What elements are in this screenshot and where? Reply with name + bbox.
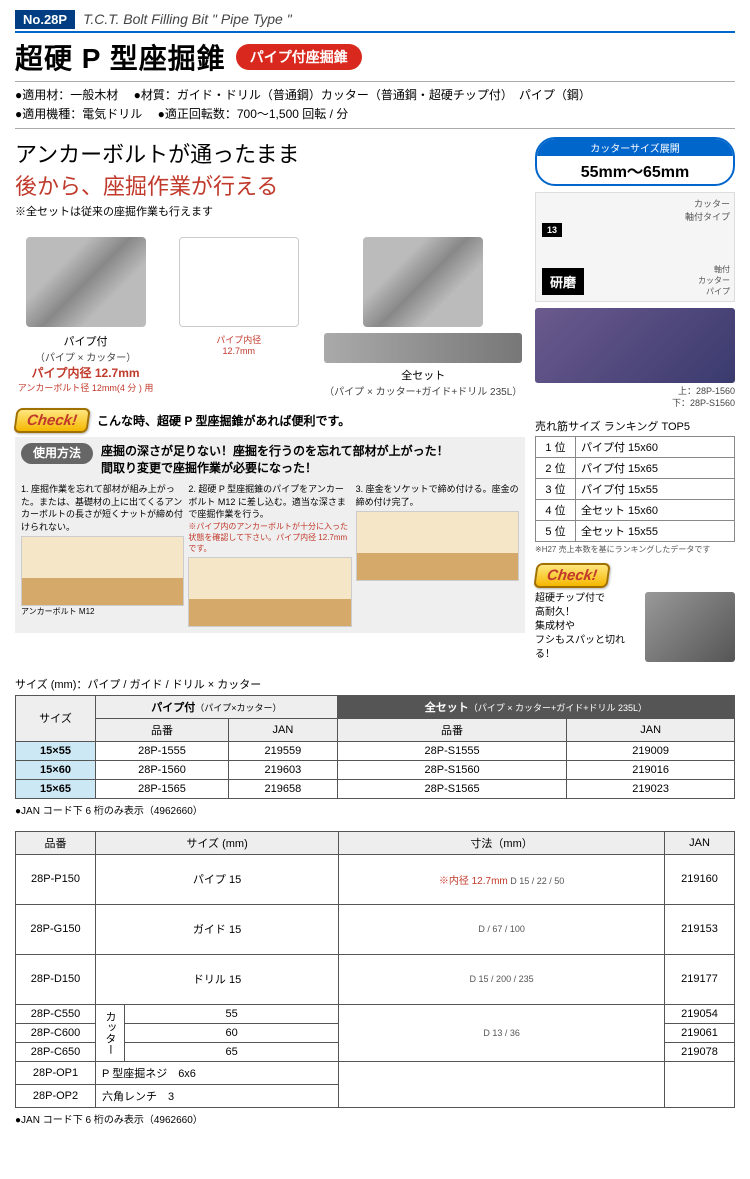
cutter-range-value: 55mm～65mm — [537, 156, 733, 184]
usage-step-1-text: 1. 座掘作業を忘れて部材が組み上がった。または、基礎材の上に出てくるアンカーボ… — [21, 483, 184, 533]
product-images: パイプ付 （パイプ × カッター） パイプ内径 12.7mm アンカーボルト径 … — [15, 237, 525, 398]
spec-composition: 材質：ガイド・ドリル（普通鋼）カッター（普通鋼・超硬チップ付） パイプ（鋼） — [134, 88, 591, 102]
product-pipe-sub: （パイプ × カッター） — [18, 349, 154, 364]
spec-rpm: 適正回転数：700～1,500 回転 / 分 — [158, 107, 349, 121]
usage-step-2-text: 2. 超硬 P 型座掘錐のパイプをアンカーボルト M12 に差し込む。適当な深さ… — [188, 483, 351, 521]
product-fullset: 全セット （パイプ × カッター+ガイド+ドリル 235L） — [324, 237, 522, 398]
product-fullset-name: 全セット — [324, 367, 522, 383]
size-table-header: サイズ (mm)：パイプ / ガイド / ドリル × カッター — [15, 676, 735, 692]
product-pipe: パイプ付 （パイプ × カッター） パイプ内径 12.7mm アンカーボルト径 … — [18, 237, 154, 398]
ranking-row: 3 位パイプ付 15x55 — [536, 478, 735, 499]
product-no: No.28P — [15, 10, 75, 29]
size-table: サイズ パイプ付（パイプ×カッター） 全セット（パイプ × カッター+ガイド+ド… — [15, 695, 735, 799]
option-row: 28P-OP1P 型座掘ネジ 6x6 — [16, 1061, 735, 1084]
product-diagram-image — [179, 237, 299, 327]
title-row: 超硬 P 型座掘錐 パイプ付座掘錐 — [15, 37, 735, 77]
usage-box: 使用方法 座掘の深さが足りない！座掘を行うのを忘れて部材が上がった！ 間取り変更… — [15, 437, 525, 633]
ranking-row: 4 位全セット 15x60 — [536, 499, 735, 520]
size-row: 15×6028P-156021960328P-S1560219016 — [16, 760, 735, 779]
product-diagram-label: パイプ内径 12.7mm — [179, 333, 299, 356]
spec-machine: 適用機種：電気ドリル — [15, 107, 142, 121]
spec-lines: 適用材：一般木材 材質：ガイド・ドリル（普通鋼）カッター（普通鋼・超硬チップ付）… — [15, 81, 735, 129]
headline-1: アンカーボルトが通ったまま — [15, 137, 525, 169]
size-row: 15×5528P-155521955928P-S1555219009 — [16, 741, 735, 760]
subtitle-pill: パイプ付座掘錐 — [236, 44, 362, 70]
cutter-size-range: カッターサイズ展開 55mm～65mm — [535, 137, 735, 186]
product-diagram: パイプ内径 12.7mm — [179, 237, 299, 398]
usage-headline: 座掘の深さが足りない！座掘を行うのを忘れて部材が上がった！ 間取り変更で座掘作業… — [101, 443, 449, 477]
parts-row: 28P-P150パイプ 15※内径 12.7mm D 15 / 22 / 502… — [16, 854, 735, 904]
cutter-range-label: カッターサイズ展開 — [537, 139, 733, 156]
ranking-title: 売れ筋サイズ ランキング TOP5 — [535, 418, 735, 434]
product-pipe-red: パイプ内径 12.7mm — [18, 364, 154, 381]
headline-note: ※全セットは従来の座掘作業も行えます — [15, 203, 525, 219]
check-badge-2: Check! — [533, 563, 611, 588]
ranking-row: 5 位全セット 15x55 — [536, 520, 735, 541]
parts-row: 28P-D150ドリル 15D 15 / 200 / 235219177 — [16, 954, 735, 1004]
product-fullset-image — [363, 237, 483, 327]
usage-step-3-image — [356, 511, 519, 581]
check-secondary: Check! 超硬チップ付で 高耐久！ 集成材や フシもスパッと切れる！ — [535, 563, 735, 662]
check-badge: Check! — [13, 408, 91, 433]
usage-step-3: 3. 座金をソケットで締め付ける。座金の締め付け完了。 — [356, 483, 519, 627]
main-title: 超硬 P 型座掘錐 — [15, 37, 226, 77]
jan-note-1: ●JAN コード下 6 桁のみ表示（4962660） — [15, 802, 735, 817]
package-caption: 上：28P-1560 下：28P-S1560 — [535, 386, 735, 409]
col-size: サイズ — [16, 695, 96, 741]
drill-bit-image — [324, 333, 522, 363]
header: No.28P T.C.T. Bolt Filling Bit " Pipe Ty… — [15, 10, 735, 33]
usage-step-1: 1. 座掘作業を忘れて部材が組み上がった。または、基礎材の上に出てくるアンカーボ… — [21, 483, 184, 627]
jan-note-2: ●JAN コード下 6 桁のみ表示（4962660） — [15, 1111, 735, 1126]
usage-step-2-red: ※パイプ内のアンカーボルトが十分に入った状態を確認して下さい。パイプ内径 12.… — [188, 521, 351, 555]
ranking-row: 1 位パイプ付 15x60 — [536, 436, 735, 457]
assembly-diagram: カッター 軸付タイプ 13 研磨 軸付 カッター パイプ — [535, 192, 735, 302]
product-fullset-sub: （パイプ × カッター+ガイド+ドリル 235L） — [324, 383, 522, 398]
english-title: T.C.T. Bolt Filling Bit " Pipe Type " — [83, 11, 292, 27]
check2-text: 超硬チップ付で 高耐久！ 集成材や フシもスパッと切れる！ — [535, 592, 641, 662]
kenma-badge: 研磨 — [542, 268, 584, 295]
check-text: こんな時、超硬 P 型座掘錐があれば便利です。 — [97, 412, 350, 429]
ranking-note: ※H27 売上本数を基にランキングしたデータです — [535, 544, 735, 555]
diagram-number-icon: 13 — [542, 223, 562, 237]
spec-material: 適用材：一般木材 — [15, 88, 118, 102]
parts-table: 品番 サイズ (mm) 寸法（mm） JAN 28P-P150パイプ 15※内径… — [15, 831, 735, 1108]
package-image — [535, 308, 735, 383]
ranking-table: 1 位パイプ付 15x602 位パイプ付 15x653 位パイプ付 15x554… — [535, 436, 735, 542]
usage-step-1-image — [21, 536, 184, 606]
headline-2: 後から、座掘作業が行える — [15, 169, 525, 201]
product-pipe-redsub: アンカーボルト径 12mm(4 分 ) 用 — [18, 381, 154, 394]
parts-row: 28P-G150ガイド 15D / 67 / 100219153 — [16, 904, 735, 954]
usage-step-2-image — [188, 557, 351, 627]
tip-image — [645, 592, 735, 662]
product-pipe-name: パイプ付 — [18, 333, 154, 349]
usage-step-2: 2. 超硬 P 型座掘錐のパイプをアンカーボルト M12 に差し込む。適当な深さ… — [188, 483, 351, 627]
usage-step-3-text: 3. 座金をソケットで締め付ける。座金の締め付け完了。 — [356, 483, 519, 508]
ranking-row: 2 位パイプ付 15x65 — [536, 457, 735, 478]
product-pipe-image — [26, 237, 146, 327]
cutter-row: 28P-C550カッター55D 13 / 36219054 — [16, 1004, 735, 1023]
size-row: 15×6528P-156521965828P-S1565219023 — [16, 779, 735, 798]
usage-button: 使用方法 — [21, 443, 93, 464]
